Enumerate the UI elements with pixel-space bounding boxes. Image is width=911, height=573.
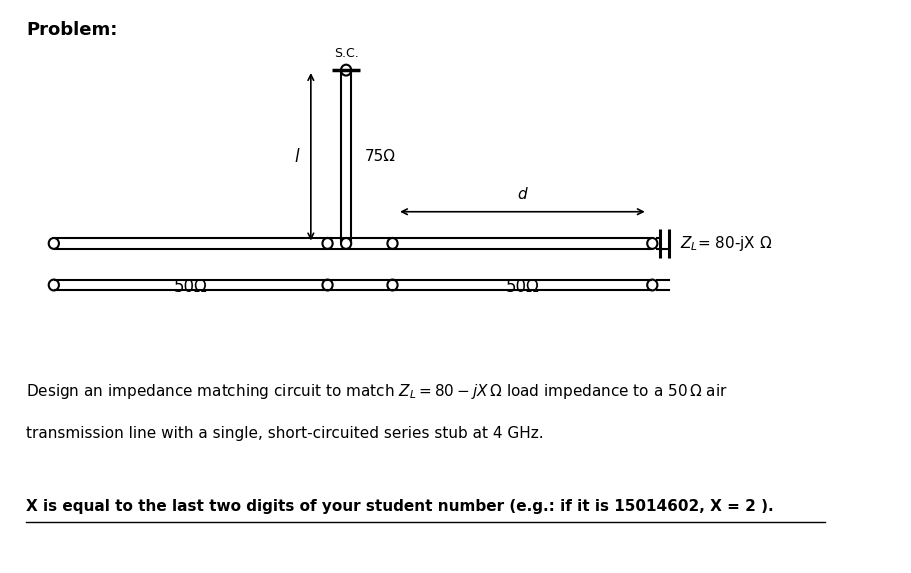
Text: Design an impedance matching circuit to match $Z_L = 80 - jX\,\Omega$ load imped: Design an impedance matching circuit to … [26,382,727,401]
Text: transmission line with a single, short-circuited series stub at 4 GHz.: transmission line with a single, short-c… [26,426,543,441]
Text: 50Ω: 50Ω [174,278,208,296]
Text: 75Ω: 75Ω [364,150,395,164]
Text: X is equal to the last two digits of your student number (e.g.: if it is 1501460: X is equal to the last two digits of you… [26,499,773,514]
Text: 50Ω: 50Ω [505,278,538,296]
Text: d: d [517,187,527,202]
Text: $Z_L$= 80-jX Ω: $Z_L$= 80-jX Ω [680,234,772,253]
Text: l: l [294,148,299,166]
Text: S.C.: S.C. [333,47,358,60]
Text: Problem:: Problem: [26,21,118,38]
